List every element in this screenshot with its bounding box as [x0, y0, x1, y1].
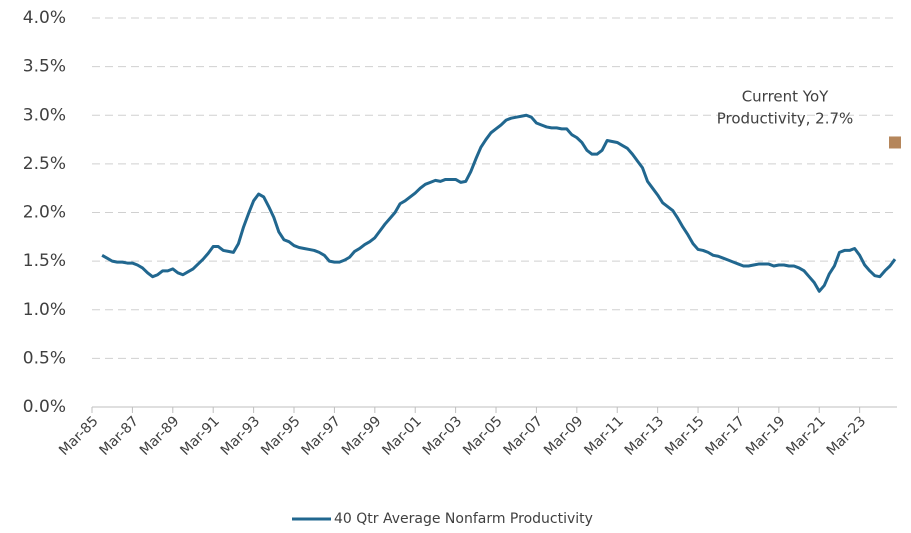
x-tick-label: Mar-85 [56, 413, 102, 459]
legend-label: 40 Qtr Average Nonfarm Productivity [334, 511, 593, 527]
y-tick-label: 3.0% [23, 105, 66, 125]
x-tick-label: Mar-01 [379, 413, 425, 459]
current-point [889, 136, 901, 149]
x-tick-label: Mar-99 [339, 413, 385, 459]
y-tick-label: 1.5% [23, 251, 66, 271]
y-tick-label: 2.0% [23, 203, 66, 223]
series-line [101, 113, 897, 293]
y-tick-label: 0.0% [23, 397, 66, 417]
x-tick-label: Mar-89 [137, 413, 183, 459]
x-tick-label: Mar-09 [541, 413, 587, 459]
x-tick-label: Mar-95 [258, 413, 304, 459]
x-tick-label: Mar-17 [703, 413, 749, 459]
annotation: Current YoY [742, 88, 829, 106]
x-tick-label: Mar-91 [177, 413, 223, 459]
x-tick-label: Mar-11 [581, 413, 627, 459]
x-tick-label: Mar-07 [501, 413, 547, 459]
x-tick-label: Mar-87 [97, 413, 143, 459]
y-tick-label: 2.5% [23, 154, 66, 174]
annotation: Productivity, 2.7% [717, 110, 854, 128]
x-tick-label: Mar-03 [420, 413, 466, 459]
x-tick-label: Mar-23 [824, 413, 870, 459]
x-tick-label: Mar-13 [622, 413, 668, 459]
x-tick-label: Mar-19 [743, 413, 789, 459]
y-tick-label: 4.0% [23, 8, 66, 28]
x-tick-label: Mar-97 [299, 413, 345, 459]
x-tick-label: Mar-21 [783, 413, 829, 459]
y-tick-label: 0.5% [23, 348, 66, 368]
y-tick-label: 3.5% [23, 57, 66, 77]
x-tick-label: Mar-05 [460, 413, 506, 459]
y-tick-label: 1.0% [23, 300, 66, 320]
x-tick-label: Mar-93 [218, 413, 264, 459]
x-tick-label: Mar-15 [662, 413, 708, 459]
